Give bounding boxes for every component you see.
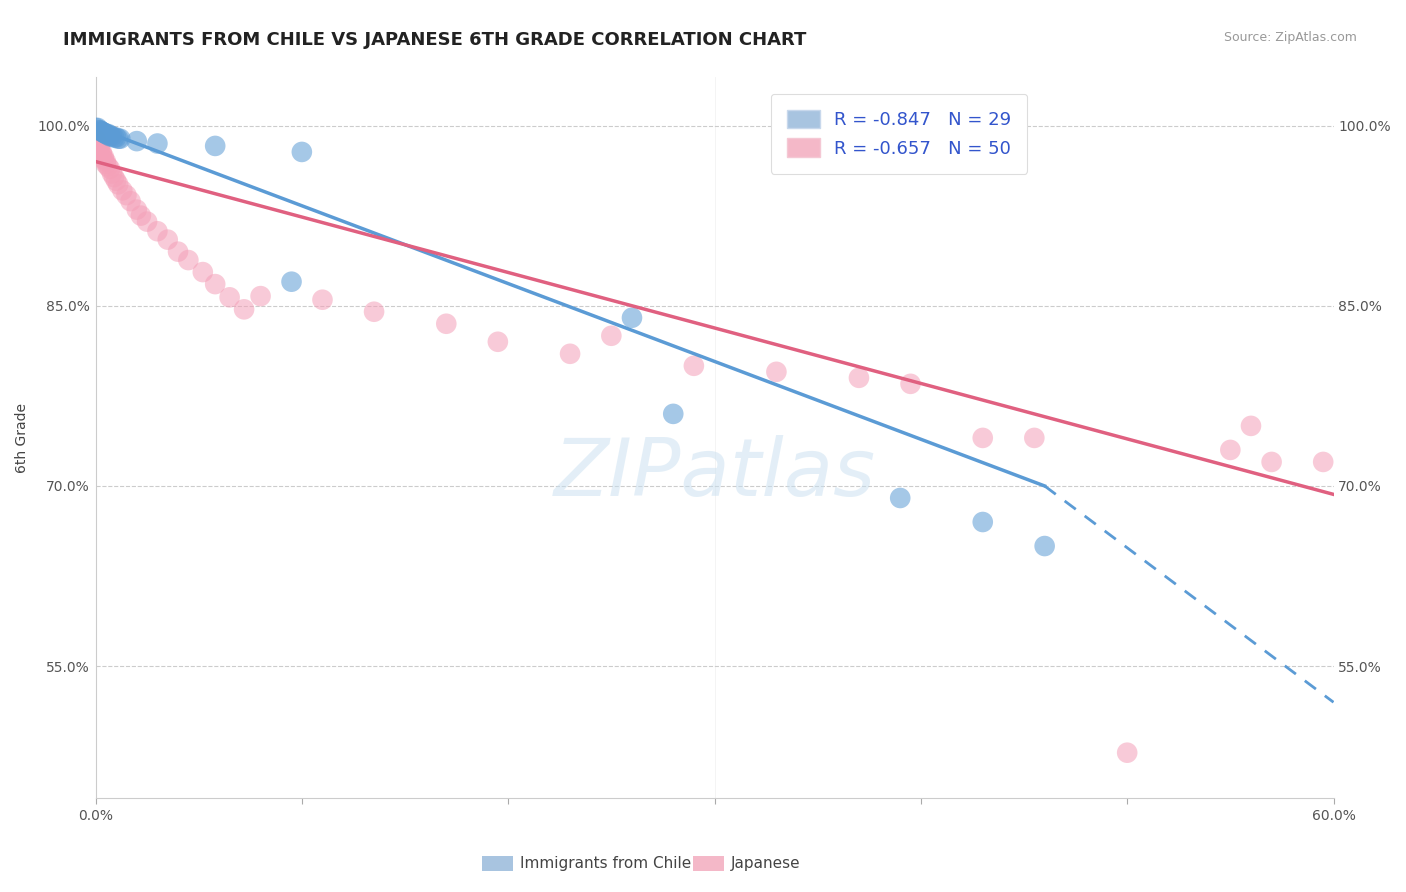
- Point: [94, 127, 117, 141]
- Text: IMMIGRANTS FROM CHILE VS JAPANESE 6TH GRADE CORRELATION CHART: IMMIGRANTS FROM CHILE VS JAPANESE 6TH GR…: [63, 31, 807, 49]
- Point: [84, 130, 107, 145]
- Point: [86, 120, 108, 135]
- Point: [972, 431, 994, 445]
- Point: [90, 124, 112, 138]
- Point: [486, 334, 509, 349]
- Point: [1024, 431, 1046, 445]
- Point: [136, 214, 159, 228]
- Point: [311, 293, 333, 307]
- Point: [620, 310, 643, 325]
- Point: [101, 167, 124, 181]
- Point: [889, 491, 911, 505]
- Point: [90, 147, 112, 161]
- Legend: R = -0.847   N = 29, R = -0.657   N = 50: R = -0.847 N = 29, R = -0.657 N = 50: [770, 94, 1028, 174]
- Point: [218, 290, 240, 304]
- Point: [125, 134, 148, 148]
- Point: [662, 407, 685, 421]
- Point: [93, 150, 115, 164]
- Point: [1116, 746, 1139, 760]
- Point: [204, 277, 226, 292]
- Point: [93, 152, 115, 166]
- Point: [177, 253, 200, 268]
- Point: [249, 289, 271, 303]
- Point: [120, 194, 142, 209]
- Point: [111, 183, 134, 197]
- Point: [90, 145, 112, 159]
- Point: [191, 265, 214, 279]
- Point: [280, 275, 302, 289]
- Point: [94, 157, 117, 171]
- Point: [363, 304, 385, 318]
- Point: [156, 233, 179, 247]
- Point: [1033, 539, 1056, 553]
- Point: [146, 136, 169, 151]
- Point: [1260, 455, 1282, 469]
- Point: [900, 376, 922, 391]
- Point: [105, 130, 128, 145]
- Point: [204, 139, 226, 153]
- Text: Immigrants from Chile: Immigrants from Chile: [520, 856, 692, 871]
- Point: [98, 128, 121, 142]
- Point: [97, 159, 120, 173]
- Point: [129, 209, 152, 223]
- Point: [600, 328, 623, 343]
- Point: [1240, 418, 1263, 433]
- Point: [94, 154, 117, 169]
- Point: [167, 244, 190, 259]
- Point: [110, 132, 132, 146]
- Point: [98, 129, 121, 144]
- Point: [1312, 455, 1334, 469]
- Point: [89, 123, 111, 137]
- Point: [86, 137, 108, 152]
- Point: [765, 365, 787, 379]
- Point: [97, 128, 120, 142]
- Point: [90, 124, 112, 138]
- Point: [107, 178, 129, 192]
- Point: [101, 129, 124, 144]
- Point: [105, 174, 128, 188]
- Y-axis label: 6th Grade: 6th Grade: [15, 403, 30, 473]
- Point: [89, 140, 111, 154]
- Point: [103, 170, 125, 185]
- Point: [89, 123, 111, 137]
- Point: [98, 161, 121, 176]
- Text: Source: ZipAtlas.com: Source: ZipAtlas.com: [1223, 31, 1357, 45]
- Point: [233, 302, 256, 317]
- Point: [93, 126, 115, 140]
- Point: [84, 120, 107, 135]
- Point: [558, 347, 581, 361]
- Point: [115, 188, 138, 202]
- Text: Japanese: Japanese: [731, 856, 801, 871]
- Point: [97, 127, 120, 141]
- Point: [683, 359, 706, 373]
- Text: ZIPatlas: ZIPatlas: [554, 435, 876, 513]
- Point: [93, 126, 115, 140]
- Point: [86, 136, 108, 150]
- Point: [107, 132, 129, 146]
- Point: [94, 127, 117, 141]
- Point: [146, 224, 169, 238]
- Point: [84, 133, 107, 147]
- Point: [125, 202, 148, 217]
- Point: [972, 515, 994, 529]
- Point: [291, 145, 314, 159]
- Point: [103, 130, 125, 145]
- Point: [434, 317, 457, 331]
- Point: [1219, 442, 1241, 457]
- Point: [848, 371, 870, 385]
- Point: [89, 143, 111, 157]
